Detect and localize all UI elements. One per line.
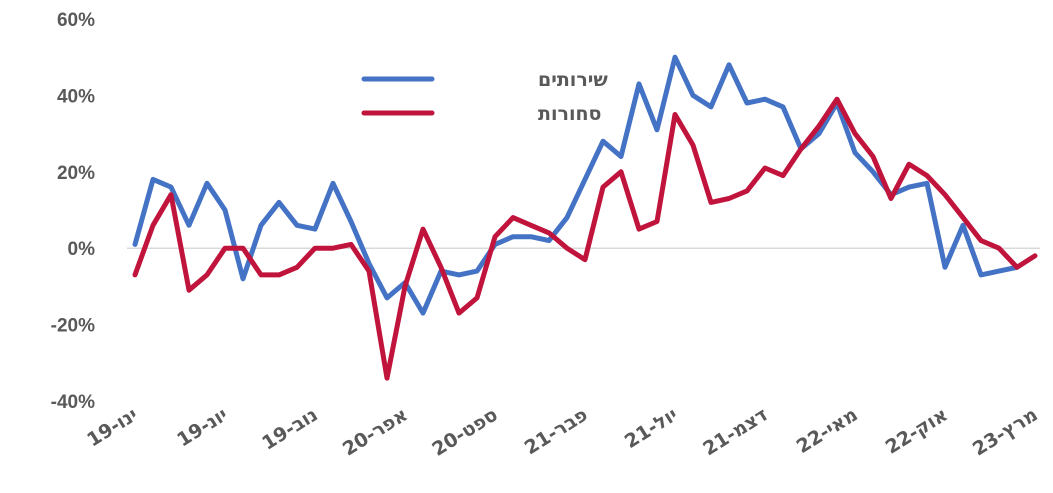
x-tick-label: אפר-20 <box>339 404 412 461</box>
legend-item-goods: סחורות <box>361 103 601 125</box>
x-tick-label: אוק-22 <box>882 404 952 459</box>
series-line-services <box>132 54 1020 316</box>
y-axis: 60% 40% 20% 0% -20% -40% <box>51 10 95 413</box>
x-tick-label: נוב-19 <box>258 404 321 455</box>
y-tick-label: 0% <box>68 239 96 260</box>
series-layer <box>132 54 1038 381</box>
y-tick-label: -20% <box>51 316 95 337</box>
x-tick-label: ספט-20 <box>428 404 501 461</box>
x-tick-label: יונ-19 <box>173 404 231 452</box>
x-tick-label: מאי-22 <box>793 404 862 458</box>
legend-label-services: שירותים <box>538 69 608 91</box>
y-tick-label: -40% <box>51 392 95 413</box>
y-tick-label: 20% <box>57 163 95 184</box>
legend: שירותים סחורות <box>361 69 608 125</box>
y-tick-label: 40% <box>57 86 95 107</box>
legend-label-goods: סחורות <box>538 103 601 125</box>
y-tick-label: 60% <box>57 10 95 31</box>
x-tick-label: דצמ-21 <box>699 404 771 461</box>
legend-item-services: שירותים <box>361 69 608 91</box>
x-tick-label: יול-21 <box>621 404 682 453</box>
x-tick-label: פבר-21 <box>521 404 592 460</box>
x-tick-label: מרץ-23 <box>969 404 1042 461</box>
series-line-goods <box>132 96 1038 381</box>
